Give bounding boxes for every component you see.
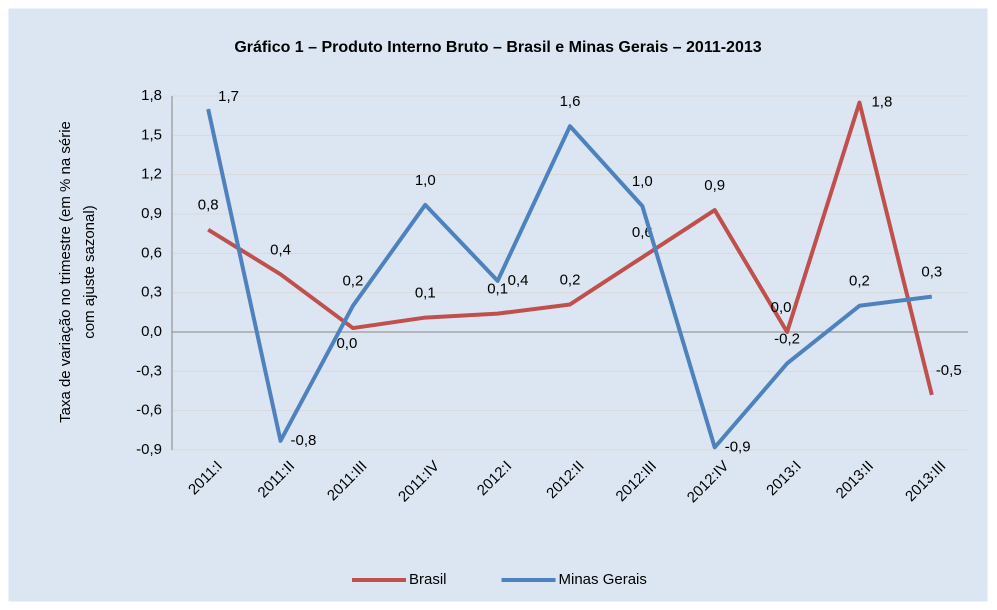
data-label: 1,0 (632, 173, 653, 190)
y-tick-label: 1,2 (141, 166, 162, 183)
legend-label: Minas Gerais (559, 571, 647, 588)
data-label: -0,2 (774, 330, 800, 347)
data-label: 0,1 (487, 281, 508, 298)
data-label: 0,4 (270, 241, 291, 258)
chart-title: Gráfico 1 – Produto Interno Bruto – Bras… (234, 39, 761, 56)
y-axis-label: com ajuste sazonal) (81, 205, 98, 338)
y-axis-label: Taxa de variação no trimestre (em % na s… (57, 121, 74, 423)
legend-label: Brasil (409, 571, 447, 588)
data-label: -0,5 (936, 362, 962, 379)
series-line (206, 108, 933, 450)
chart-background (7, 7, 989, 603)
y-tick-label: 0,9 (141, 205, 162, 222)
data-label: 0,1 (415, 285, 436, 302)
y-tick-label: 1,5 (141, 126, 162, 143)
data-label: 0,4 (508, 272, 529, 289)
y-tick-label: -0,9 (136, 441, 162, 458)
data-label: 1,8 (871, 94, 892, 111)
data-label: 1,6 (560, 93, 581, 110)
data-label: -0,8 (291, 432, 317, 449)
series-line (207, 100, 934, 396)
y-tick-label: 0,0 (141, 323, 162, 340)
data-label: 0,2 (342, 273, 363, 290)
y-tick-label: -0,6 (136, 402, 162, 419)
data-label: 1,7 (218, 88, 239, 105)
y-tick-label: -0,3 (136, 362, 162, 379)
y-tick-label: 0,6 (141, 244, 162, 261)
data-label: 0,0 (336, 335, 357, 352)
data-label: 0,3 (921, 264, 942, 281)
y-tick-label: 1,8 (141, 87, 162, 104)
data-label: 0,2 (849, 273, 870, 290)
data-label: -0,9 (725, 438, 751, 455)
data-label: 0,2 (560, 271, 581, 288)
data-label: 0,9 (704, 177, 725, 194)
data-label: 1,0 (415, 172, 436, 189)
data-label: 0,8 (198, 197, 219, 214)
data-label: 0,0 (771, 299, 792, 316)
y-tick-label: 0,3 (141, 284, 162, 301)
